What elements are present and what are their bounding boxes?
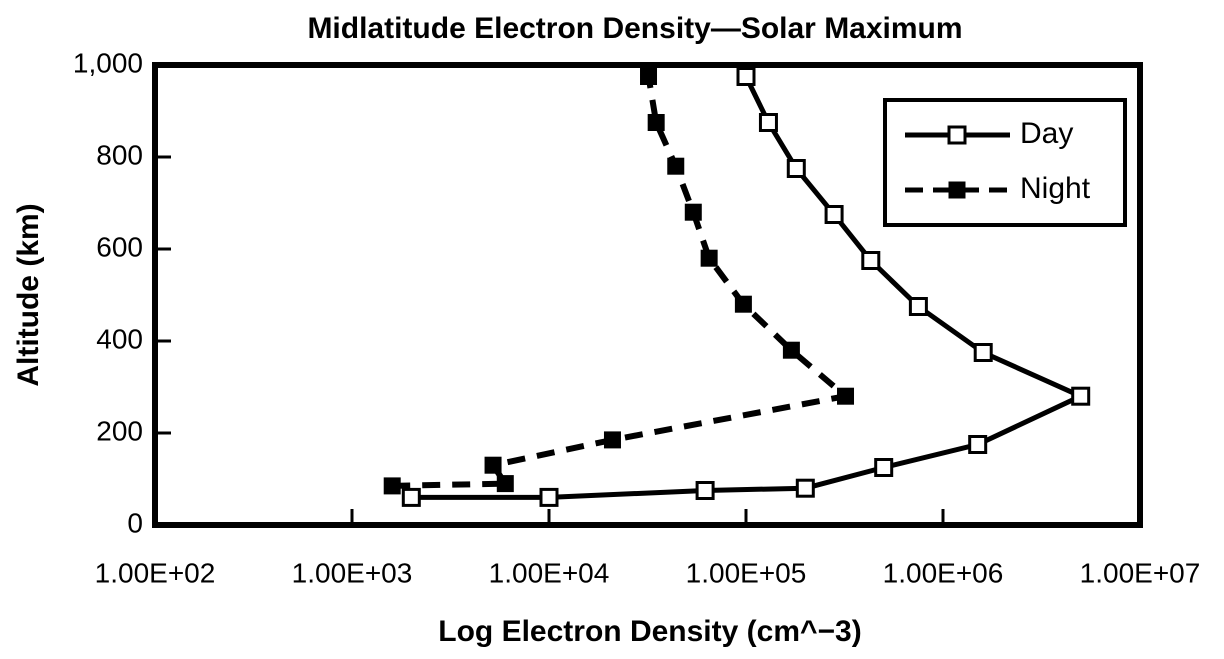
x-tick-label: 1.00E+03 (292, 557, 413, 588)
x-tick-label: 1.00E+06 (883, 557, 1004, 588)
data-point (861, 251, 881, 270)
y-tick-label: 1,000 (73, 47, 143, 78)
data-point (795, 478, 815, 498)
legend-marker (948, 181, 966, 199)
data-point (647, 114, 665, 131)
x-tick-label: 1.00E+05 (686, 557, 807, 588)
data-point (496, 475, 514, 493)
legend-label: Day (1020, 117, 1073, 150)
data-point (824, 205, 844, 224)
data-point (640, 68, 658, 85)
data-point (786, 159, 806, 178)
data-point (383, 477, 401, 495)
data-point (874, 458, 894, 477)
y-tick-label: 0 (127, 507, 143, 538)
data-point (968, 435, 988, 454)
y-axis-label: Altitude (km) (12, 203, 45, 386)
legend-label: Night (1020, 172, 1091, 205)
data-point (484, 456, 502, 474)
data-point (973, 343, 993, 362)
data-point (782, 341, 800, 359)
data-point (734, 295, 752, 313)
data-point (1071, 386, 1091, 406)
data-point (684, 203, 702, 221)
data-point (603, 431, 621, 449)
x-tick-label: 1.00E+07 (1080, 557, 1201, 588)
data-point (908, 297, 928, 316)
data-point (736, 67, 756, 86)
data-point (539, 487, 559, 507)
data-point (700, 249, 718, 267)
x-axis-label: Log Electron Density (cm^−3) (438, 615, 861, 648)
data-point (667, 157, 685, 175)
data-point (758, 113, 778, 132)
x-tick-label: 1.00E+04 (489, 557, 610, 588)
y-tick-label: 400 (96, 323, 143, 354)
data-point (695, 481, 715, 500)
data-point (401, 487, 421, 507)
legend-marker (947, 125, 967, 145)
chart-title: Midlatitude Electron Density—Solar Maxim… (307, 12, 962, 45)
legend-box (883, 98, 1127, 227)
data-point (837, 387, 855, 405)
x-tick-label: 1.00E+02 (95, 557, 216, 588)
plot-frame (152, 62, 1143, 528)
y-tick-label: 200 (96, 415, 143, 446)
y-tick-label: 600 (96, 231, 143, 262)
y-tick-label: 800 (96, 139, 143, 170)
